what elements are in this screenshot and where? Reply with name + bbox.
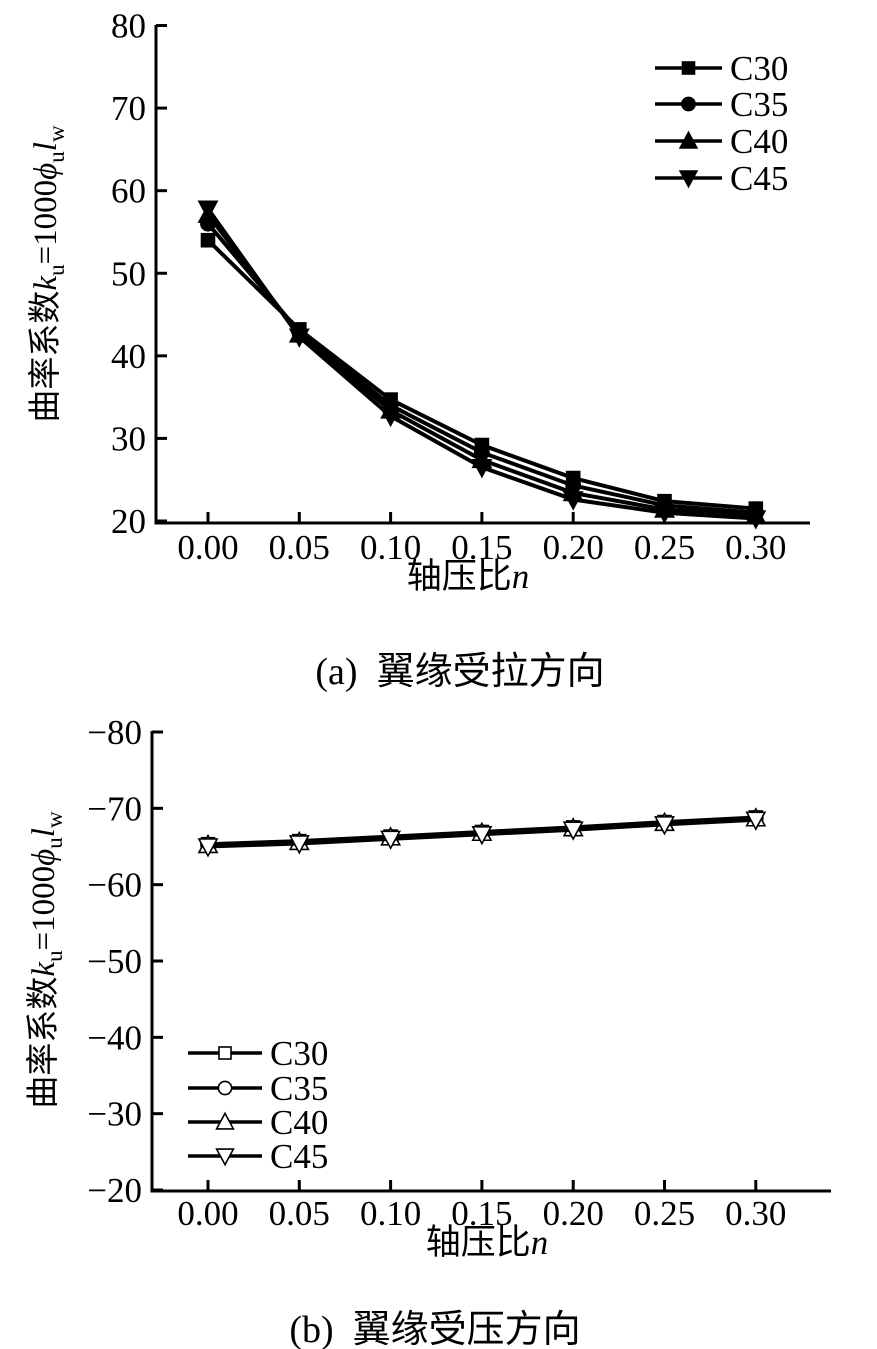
marker-triangle-down (745, 510, 767, 530)
x-tick-label: 0.25 (634, 1194, 695, 1233)
y-tick-label: −50 (87, 942, 142, 981)
x-tick-label: 0.15 (451, 1194, 512, 1233)
x-tick-label: 0.30 (725, 528, 786, 567)
legend-item-C35: C35 (655, 85, 788, 124)
y-tick-label: 40 (111, 337, 146, 376)
y-tick-label: −40 (87, 1018, 142, 1057)
x-tick-label: 0.05 (269, 528, 330, 567)
x-axis-label: 轴压比n (426, 1223, 549, 1262)
marker-triangle-down (562, 491, 584, 511)
caption-a: (a) 翼缘受拉方向 (315, 651, 605, 693)
x-tick-label: 0.10 (360, 528, 421, 567)
marker-triangle-up (215, 1111, 235, 1130)
marker-triangle-down (215, 1148, 235, 1167)
y-tick-label: 80 (111, 7, 146, 46)
x-tick-label: 0.30 (725, 1194, 786, 1233)
caption-b: (b) 翼缘受压方向 (289, 1309, 581, 1349)
y-axis-label: 曲率系数ku=1000ϕulw (25, 811, 67, 1109)
legend-label: C35 (730, 85, 788, 124)
series-C45 (197, 811, 767, 858)
legend-item-C35: C35 (188, 1069, 328, 1108)
legend-item-C45: C45 (188, 1137, 328, 1176)
marker-triangle-down (197, 838, 219, 858)
legend-label: C35 (270, 1069, 328, 1108)
legend-item-C30: C30 (655, 49, 788, 88)
legend-label: C40 (270, 1103, 328, 1142)
x-tick-label: 0.20 (543, 1194, 604, 1233)
x-tick-label: 0.00 (177, 528, 238, 567)
legend-item-C40: C40 (188, 1103, 328, 1142)
marker-square (681, 61, 696, 75)
y-tick-label: −20 (87, 1171, 142, 1210)
x-tick-label: 0.00 (177, 1194, 238, 1233)
y-tick-label: 30 (111, 419, 146, 458)
legend-label: C40 (730, 122, 788, 161)
marker-triangle-down (288, 328, 310, 348)
x-axis-label: 轴压比n (407, 557, 530, 596)
marker-triangle-down (380, 407, 402, 428)
marker-triangle-down (562, 821, 584, 841)
legend-item-C30: C30 (188, 1034, 328, 1073)
marker-triangle-up (678, 130, 699, 149)
y-tick-label: 60 (111, 172, 146, 211)
y-tick-label: −80 (87, 713, 142, 752)
marker-circle (681, 96, 696, 112)
marker-triangle-down (380, 830, 402, 850)
subplot-b: −80 −70 −60 −50 −40 −30 −20 0.00 0.05 0.10 0.15 0.2… (25, 713, 831, 1262)
marker-circle (217, 1080, 233, 1096)
y-tick-label: 50 (111, 254, 146, 293)
marker-triangle-down (654, 816, 675, 836)
x-tick-label: 0.05 (269, 1194, 330, 1233)
legend-label: C30 (730, 49, 788, 88)
y-tick-label: 20 (111, 502, 146, 541)
legend-label: C30 (270, 1034, 328, 1073)
y-tick-label: −60 (87, 866, 142, 905)
legend-item-C45: C45 (655, 159, 788, 198)
y-tick-label: −30 (87, 1095, 142, 1134)
x-tick-label: 0.10 (360, 1194, 421, 1233)
legend-item-C40: C40 (655, 122, 788, 161)
marker-triangle-down (197, 200, 219, 220)
marker-triangle-down (471, 459, 493, 479)
x-tick-label: 0.25 (634, 528, 695, 567)
marker-triangle-down (471, 825, 493, 846)
x-tick-label: 0.15 (451, 528, 512, 567)
marker-square (218, 1046, 232, 1060)
marker-triangle-down (654, 504, 675, 524)
legend-label: C45 (270, 1137, 328, 1176)
y-tick-label: 70 (111, 89, 146, 128)
marker-triangle-down (678, 170, 699, 189)
subplot-a: 20 30 40 50 60 70 80 0.00 0.05 0.10 0.15 0.20 0.25 0.… (27, 7, 810, 596)
series-C45 (197, 200, 767, 530)
marker-triangle-down (288, 835, 310, 855)
marker-triangle-down (745, 811, 767, 831)
legend-label: C45 (730, 159, 788, 198)
y-axis-label: 曲率系数ku=1000ϕulw (27, 125, 69, 423)
marker-square (200, 232, 216, 248)
y-tick-label: −70 (87, 789, 142, 828)
x-tick-label: 0.20 (543, 528, 604, 567)
